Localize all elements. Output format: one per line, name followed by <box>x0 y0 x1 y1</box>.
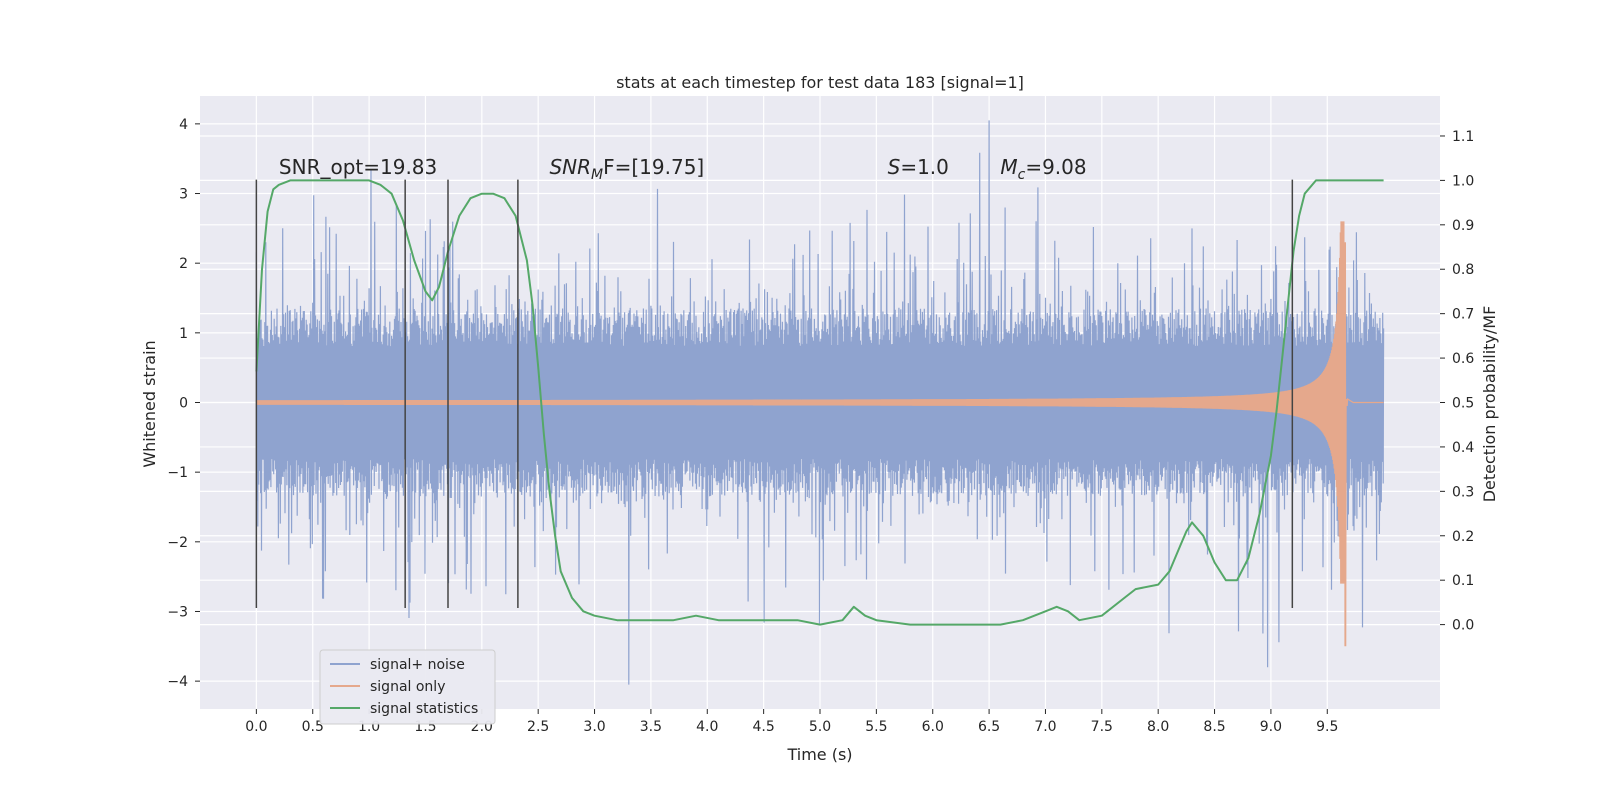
annotations: SNR_opt=19.83 SNRMF=[19.75] S=1.0 Mc=9.0… <box>279 155 1087 183</box>
y-tick-label-right: 1.0 <box>1452 173 1474 189</box>
chart-title: stats at each timestep for test data 183… <box>616 73 1024 92</box>
y-tick-label-right: 0.6 <box>1452 351 1474 367</box>
y-axis-label-right: Detection probability/MF <box>1480 306 1499 503</box>
annotation-snr-mf: SNRMF=[19.75] <box>549 155 704 183</box>
x-tick-label: 5.0 <box>809 719 831 735</box>
x-tick-label: 6.5 <box>978 719 1000 735</box>
legend-label-signal-statistics: signal statistics <box>370 701 478 717</box>
y-tick-label-left: 1 <box>179 326 188 342</box>
annotation-snr-opt: SNR_opt=19.83 <box>279 155 437 179</box>
y-tick-label-left: −1 <box>167 465 188 481</box>
legend: signal+ noise signal only signal statist… <box>319 649 496 725</box>
y-tick-label-left: 4 <box>179 117 188 133</box>
ticks: 0.0 0.5 1.0 1.5 2.0 2.5 3.0 3.5 4.0 4.5 5.0 5.5 6.0 6… <box>167 117 1474 735</box>
annotation-mc: Mc=9.08 <box>1000 155 1086 183</box>
x-tick-label: 8.5 <box>1203 719 1225 735</box>
y-axis-label-left: Whitened strain <box>140 340 159 467</box>
legend-label-signal-noise: signal+ noise <box>370 657 465 673</box>
y-tick-label-right: 0.7 <box>1452 307 1474 323</box>
x-tick-label: 8.0 <box>1147 719 1169 735</box>
annotation-snr-mf-rest: F=[19.75] <box>603 155 704 179</box>
annotation-s-rest: =1.0 <box>900 155 949 179</box>
annotation-snr-mf-sub: M <box>591 167 603 183</box>
x-tick-label: 9.0 <box>1260 719 1282 735</box>
y-tick-label-right: 0.8 <box>1452 262 1474 278</box>
legend-box <box>319 649 496 725</box>
vertical-markers <box>255 179 1294 608</box>
y-tick-label-right: 0.5 <box>1452 396 1474 412</box>
y-tick-label-right: 0.0 <box>1452 618 1474 634</box>
y-tick-label-left: 3 <box>179 187 188 203</box>
y-tick-label-right: 0.1 <box>1452 573 1474 589</box>
y-tick-label-left: −3 <box>167 604 188 620</box>
annotation-s: S=1.0 <box>888 155 949 179</box>
y-tick-label-right: 0.9 <box>1452 218 1474 234</box>
x-tick-label: 7.0 <box>1034 719 1056 735</box>
x-tick-label: 4.5 <box>753 719 775 735</box>
x-tick-label: 6.0 <box>922 719 944 735</box>
series-signal-noise <box>255 120 1385 685</box>
annotation-s-main: S <box>888 155 901 179</box>
y-tick-label-right: 0.3 <box>1452 484 1474 500</box>
annotation-mc-main: M <box>1000 155 1017 179</box>
x-tick-label: 5.5 <box>865 719 887 735</box>
y-tick-label-left: −4 <box>167 674 188 690</box>
x-axis-label: Time (s) <box>786 745 852 764</box>
x-tick-label: 3.5 <box>640 719 662 735</box>
annotation-snr-mf-main: SNR <box>549 155 591 179</box>
y-tick-label-left: −2 <box>167 535 188 551</box>
y-tick-label-right: 0.4 <box>1452 440 1474 456</box>
y-tick-label-right: 0.2 <box>1452 529 1474 545</box>
x-tick-label: 7.5 <box>1091 719 1113 735</box>
annotation-mc-rest: =9.08 <box>1025 155 1086 179</box>
x-tick-label: 0.5 <box>302 719 324 735</box>
y-tick-label-left: 2 <box>179 256 188 272</box>
series-layer <box>255 120 1385 685</box>
annotation-mc-sub: c <box>1018 167 1026 183</box>
x-tick-label: 9.5 <box>1316 719 1338 735</box>
y-tick-label-right: 1.1 <box>1452 129 1474 145</box>
x-tick-label: 2.5 <box>527 719 549 735</box>
x-tick-label: 4.0 <box>696 719 718 735</box>
x-tick-label: 0.0 <box>245 719 267 735</box>
y-tick-label-left: 0 <box>179 396 188 412</box>
x-tick-label: 3.0 <box>583 719 605 735</box>
series-signal-only <box>255 221 1384 647</box>
legend-label-signal-only: signal only <box>370 679 445 695</box>
series-signal-statistics <box>255 179 1384 626</box>
